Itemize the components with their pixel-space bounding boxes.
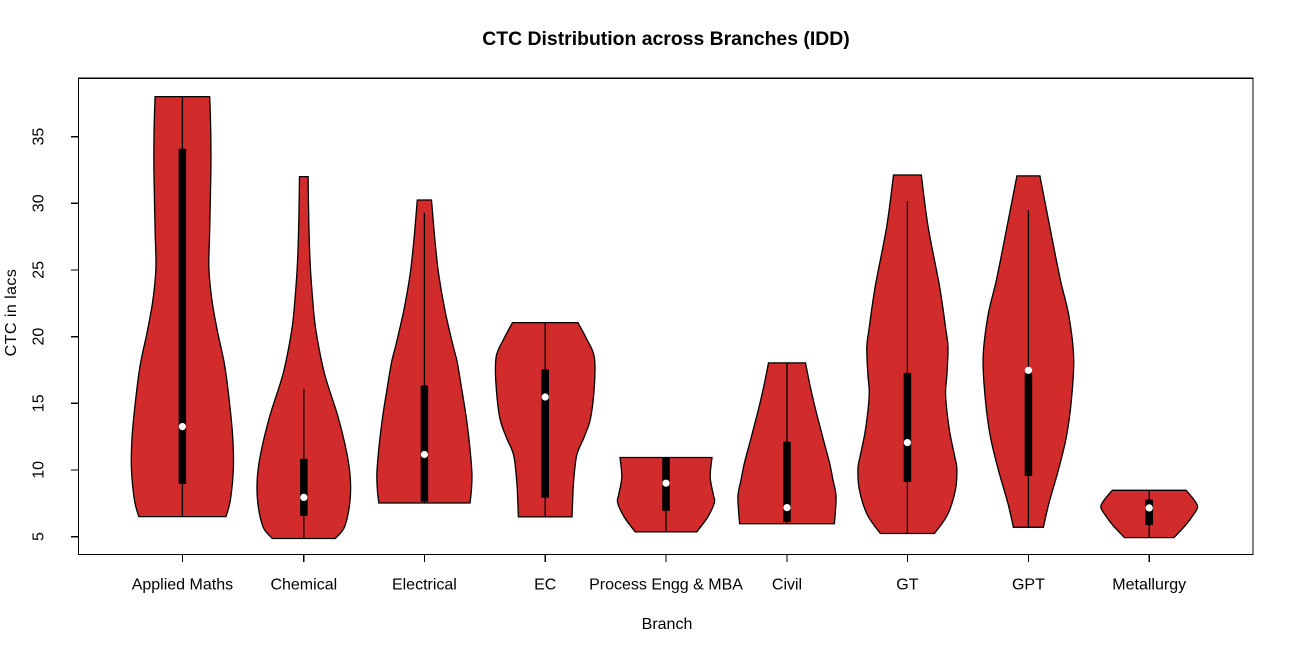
svg-text:GT: GT (896, 577, 918, 594)
svg-text:5: 5 (31, 532, 48, 541)
svg-text:Metallurgy: Metallurgy (1112, 577, 1186, 594)
svg-text:Process Engg & MBA: Process Engg & MBA (589, 577, 743, 594)
svg-text:Applied Maths: Applied Maths (132, 577, 233, 594)
svg-text:Chemical: Chemical (270, 577, 337, 594)
svg-text:Branch: Branch (642, 616, 693, 633)
svg-text:GPT: GPT (1012, 577, 1045, 594)
svg-text:35: 35 (31, 128, 48, 146)
svg-text:EC: EC (534, 577, 556, 594)
svg-text:Electrical: Electrical (392, 577, 457, 594)
svg-text:CTC Distribution across Branch: CTC Distribution across Branches (IDD) (482, 28, 849, 50)
svg-text:Civil: Civil (772, 577, 802, 594)
svg-text:25: 25 (31, 261, 48, 279)
svg-text:20: 20 (31, 328, 48, 346)
svg-text:15: 15 (31, 394, 48, 412)
svg-text:30: 30 (31, 194, 48, 212)
svg-text:CTC in lacs: CTC in lacs (3, 269, 20, 357)
svg-text:10: 10 (31, 461, 48, 479)
